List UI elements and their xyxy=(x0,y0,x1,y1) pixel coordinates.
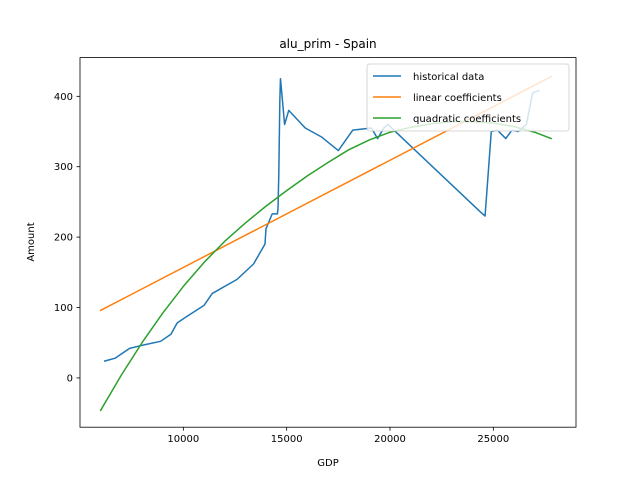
y-tick-label: 400 xyxy=(54,92,73,103)
y-axis-label: Amount xyxy=(26,222,37,261)
x-axis: 10000 15000 20000 25000 xyxy=(167,427,509,445)
x-tick-label: 10000 xyxy=(167,434,199,445)
legend-label: quadratic coefficients xyxy=(413,114,521,125)
chart-title: alu_prim - Spain xyxy=(279,37,376,51)
y-tick-label: 100 xyxy=(54,303,73,314)
legend: historical data linear coefficients quadra… xyxy=(366,63,570,132)
y-tick-label: 300 xyxy=(54,162,73,173)
x-tick-label: 25000 xyxy=(477,434,509,445)
x-tick-label: 20000 xyxy=(374,434,406,445)
y-tick-label: 0 xyxy=(67,373,73,384)
x-tick-label: 15000 xyxy=(271,434,303,445)
y-axis: 0 100 200 300 400 xyxy=(54,92,80,384)
legend-box xyxy=(366,63,570,132)
legend-label: linear coefficients xyxy=(413,93,502,104)
x-axis-label: GDP xyxy=(317,458,338,469)
plot-frame xyxy=(79,57,577,428)
legend-label: historical data xyxy=(413,72,484,83)
y-tick-label: 200 xyxy=(54,233,73,244)
